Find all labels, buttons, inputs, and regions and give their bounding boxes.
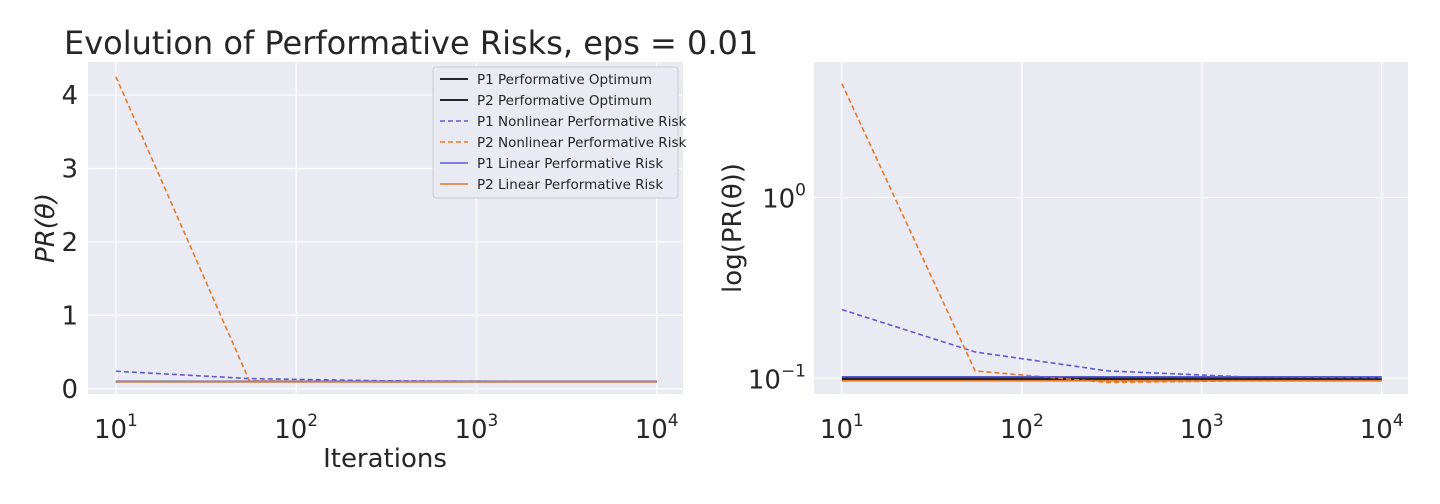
x-tick-label: 104: [635, 411, 679, 445]
y-tick-label: 2: [61, 228, 78, 258]
legend-label-p2-nonlinear-performative-risk: P2 Nonlinear Performative Risk: [477, 135, 686, 151]
series-left: [115, 76, 657, 383]
legend-label-p2-linear-performative-risk: P2 Linear Performative Risk: [477, 177, 663, 193]
legend-box: [432, 66, 679, 199]
chart-title: Evolution of Performative Risks, eps = 0…: [64, 24, 758, 62]
x-ticks-left: 101 102 103 104: [94, 411, 679, 445]
series-line-p2-nonlinear-performative-risk-right: [841, 83, 1382, 384]
x-axis-label-left: Iterations: [323, 444, 447, 474]
series-right: [841, 83, 1382, 384]
y-tick-label: 10−1: [748, 361, 806, 395]
x-tick-label: 104: [1360, 411, 1404, 445]
legend-label-p1-nonlinear-performative-risk: P1 Nonlinear Performative Risk: [477, 114, 686, 130]
x-tick-label: 102: [274, 411, 318, 445]
x-ticks-right: 101 102 103 104: [820, 411, 1404, 445]
x-tick-label: 101: [94, 411, 138, 445]
chart-left: 101 102 103 104 0 1 2 3 4 Evolution of Performa…: [31, 24, 758, 474]
y-axis-label-left: PR(θ): [31, 193, 61, 263]
y-tick-label: 1: [61, 301, 78, 331]
y-tick-label: 100: [762, 180, 806, 214]
y-ticks-right: 10−1 100: [748, 180, 806, 395]
chart-right: 101 102 103 104 10−1 100 log(PR(θ)): [718, 62, 1408, 445]
legend-label-p1-performative-optimum: P1 Performative Optimum: [477, 72, 652, 88]
y-axis-label-right: log(PR(θ)): [718, 163, 748, 293]
y-tick-label: 3: [61, 155, 78, 185]
x-tick-label: 103: [454, 411, 498, 445]
legend-label-p1-linear-performative-risk: P1 Linear Performative Risk: [477, 156, 663, 172]
x-tick-label: 103: [1180, 411, 1224, 445]
plot-area-right: [814, 62, 1408, 394]
y-ticks-left: 0 1 2 3 4: [61, 81, 78, 405]
x-tick-label: 102: [1000, 411, 1044, 445]
y-tick-label: 4: [61, 81, 78, 111]
legend-items: P1 Performative Optimum P2 Performative O…: [440, 72, 686, 193]
y-tick-label: 0: [61, 375, 78, 405]
legend: P1 Performative Optimum P2 Performative O…: [432, 66, 686, 199]
legend-label-p2-performative-optimum: P2 Performative Optimum: [477, 93, 652, 109]
x-tick-label: 101: [820, 411, 864, 445]
series-line-p1-nonlinear-performative-risk-right: [841, 308, 1382, 379]
